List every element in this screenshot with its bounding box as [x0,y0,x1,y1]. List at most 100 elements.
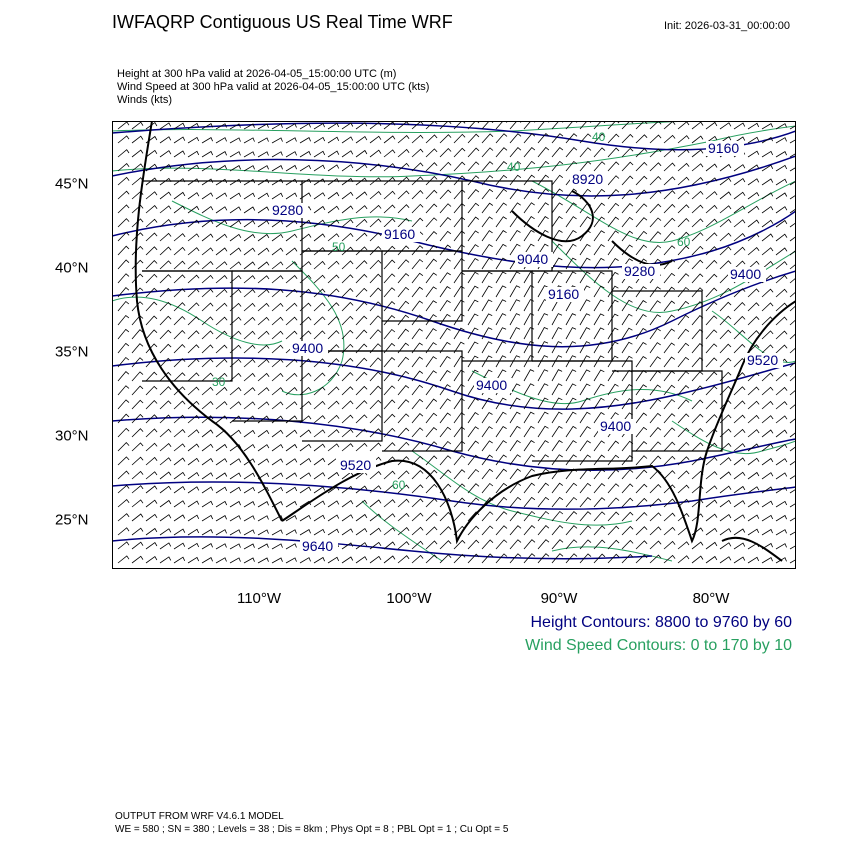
wind-barb [327,330,340,340]
wind-barb [775,178,788,186]
wind-barb [733,542,746,550]
wind-barb [537,468,550,480]
wind-barb [215,137,227,144]
wind-barb [313,400,326,410]
wind-barb [495,243,507,256]
wind-barb [481,426,493,438]
wind-barb [285,443,298,452]
wind-barb [467,147,480,158]
wind-barb [257,344,270,354]
wind-barb [593,271,605,284]
wind-barb [705,541,718,550]
wind-barb [243,316,256,326]
wind-barb [369,499,382,508]
wind-barb [523,188,536,200]
wind-barb [691,456,704,466]
wind-barb [131,135,144,144]
wind-barb [481,525,494,536]
wind-barb [257,289,270,298]
wind-barb [271,458,284,466]
wind-barb [733,457,746,466]
wind-barb [327,178,340,186]
wind-barb [201,500,214,508]
wind-barb [355,414,368,424]
wind-barb [495,313,507,326]
wind-barb [677,245,690,256]
wind-barb [635,441,648,452]
height-label-bg [622,264,660,279]
wind-barb [775,458,788,466]
wind-barb [649,134,662,144]
wind-barb [201,316,214,326]
wind-barb [761,178,774,186]
wind-barb [271,123,283,130]
wind-barb [369,301,382,312]
wind-barb [663,470,676,480]
wind-barb [299,472,312,480]
wind-barb [327,400,340,410]
wind-barb [355,177,368,186]
wind-barb [369,399,382,410]
wind-barb [327,414,340,424]
wind-barb [369,273,382,284]
wind-barb [159,287,172,298]
wind-barb [383,371,396,382]
wind-barb [789,277,796,284]
wind-barb [621,216,634,228]
wind-barb [565,440,577,452]
wind-barb [131,343,144,354]
wind-barb [285,137,297,144]
wind-barb [705,301,718,312]
wind-barb [761,542,773,550]
wind-barb [537,397,549,410]
wind-barb [775,151,787,158]
wind-barb [649,455,662,466]
wind-barb [145,149,158,158]
wind-barb [607,369,619,382]
wind-barb [775,429,788,438]
wind-barb [733,528,746,536]
wind-barb [299,514,311,522]
wind-barb [355,556,368,564]
wind-barb [691,135,704,144]
wind-barb [705,121,718,130]
wind-barb [593,299,605,312]
wind-barb [355,273,368,284]
wind-barb [131,273,144,284]
wind-barb [495,496,508,508]
wind-barb [677,259,690,270]
wind-barb [467,497,480,508]
wind-barb [663,484,676,494]
wind-barb [691,371,704,382]
wind-barb [579,468,592,480]
wind-barb [173,386,186,396]
wind-barb [523,243,535,256]
wind-barb [117,484,130,494]
wind-barb [117,385,130,396]
wind-barb [691,245,704,256]
wind-barb [243,358,256,368]
wind-barb [299,261,312,270]
wind-barb [271,429,284,438]
wind-barb [117,342,130,354]
wind-barb [341,315,354,326]
wind-barb [551,525,564,536]
wind-barb [467,202,480,214]
wind-barb [411,484,424,494]
height-contour-label: 9280 [624,263,655,279]
wind-barb [537,425,549,438]
wind-barb [313,528,326,536]
wind-barb [775,316,788,326]
field-label-height: Height at 300 hPa valid at 2026-04-05_15… [117,68,397,80]
wind-barb [747,288,760,298]
wind-barb [411,148,424,158]
wind-barb [761,219,774,228]
wind-barb [467,454,480,466]
wind-barb [663,512,676,522]
wind-barb [159,260,172,270]
wind-barb [243,123,255,130]
wind-barb [789,502,796,508]
wind-barb [719,428,732,438]
wind-barb [747,136,760,144]
